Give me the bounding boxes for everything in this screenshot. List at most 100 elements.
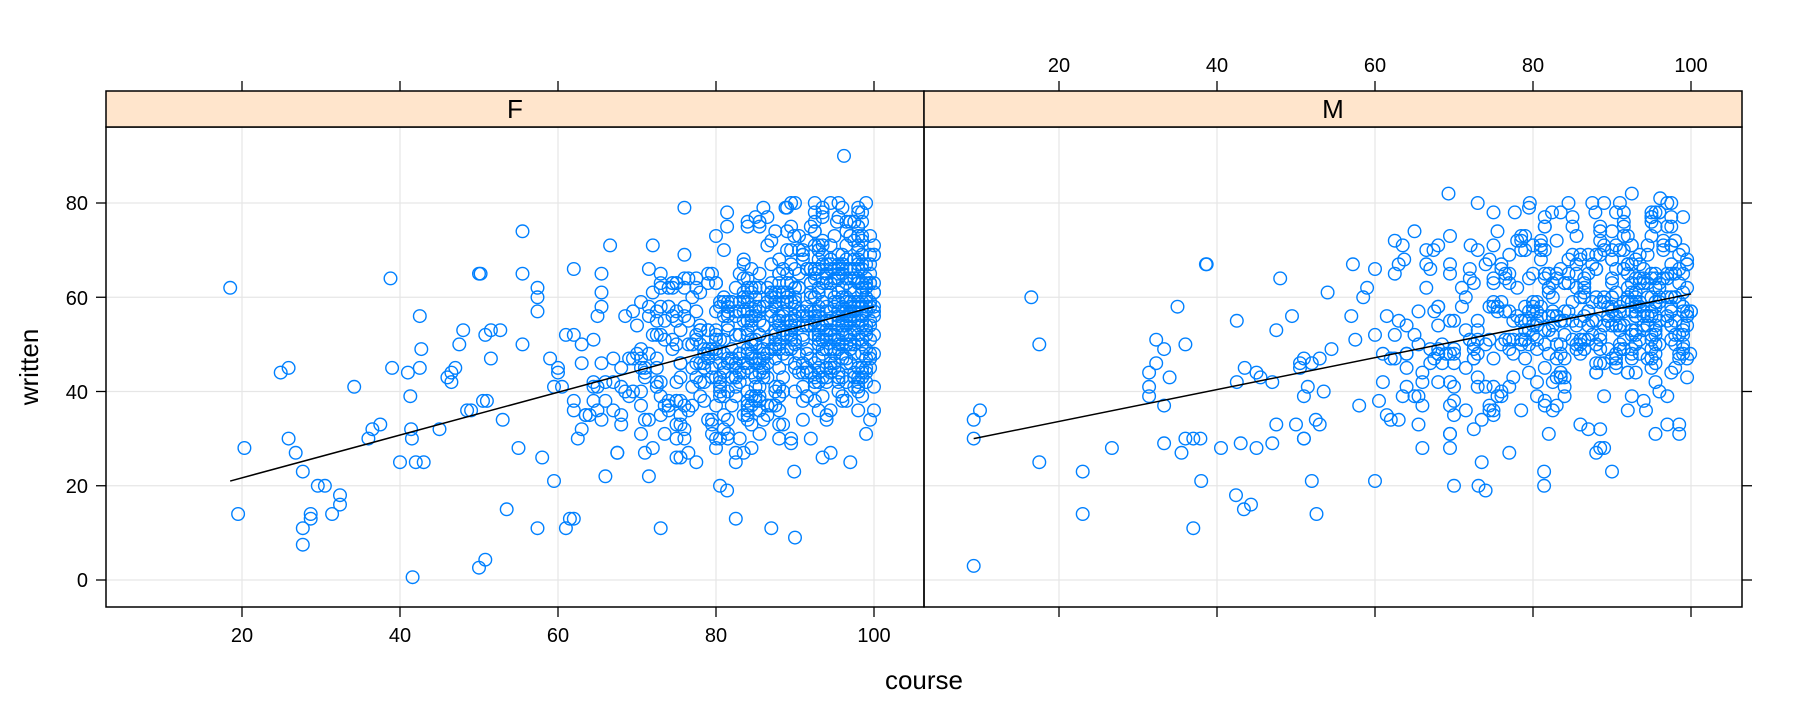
data-point <box>863 257 878 272</box>
data-point <box>1514 228 1529 243</box>
data-point <box>1549 351 1564 366</box>
data-point <box>551 365 566 380</box>
x-tick-label: 60 <box>1364 55 1386 77</box>
data-point <box>1664 304 1679 319</box>
data-point <box>1608 346 1623 361</box>
data-point <box>839 276 854 291</box>
x-tick-label: 40 <box>389 625 411 647</box>
data-point <box>847 233 862 248</box>
data-point <box>1529 332 1544 347</box>
data-point <box>586 375 601 390</box>
data-point <box>740 271 755 286</box>
data-point <box>1533 233 1548 248</box>
data-point <box>1664 210 1679 225</box>
data-point <box>657 332 672 347</box>
data-point <box>1660 313 1675 328</box>
data-point <box>803 285 818 300</box>
data-point <box>1494 337 1509 352</box>
data-point <box>855 370 870 385</box>
data-point <box>1435 356 1450 371</box>
data-point <box>1668 337 1683 352</box>
data-point <box>716 365 731 380</box>
data-point <box>281 431 296 446</box>
data-point <box>1419 243 1434 258</box>
data-point <box>764 233 779 248</box>
data-point <box>784 195 799 210</box>
data-point <box>1470 243 1485 258</box>
data-point <box>1514 337 1529 352</box>
data-point <box>839 351 854 366</box>
data-point <box>720 299 735 314</box>
data-point <box>1565 332 1580 347</box>
data-point <box>736 271 751 286</box>
data-point <box>847 252 862 267</box>
data-point <box>760 408 775 423</box>
data-point <box>1423 342 1438 357</box>
data-point <box>645 285 660 300</box>
data-point <box>1604 299 1619 314</box>
data-point <box>839 304 854 319</box>
data-point <box>1502 445 1517 460</box>
data-point <box>863 228 878 243</box>
data-point <box>1521 337 1536 352</box>
data-point <box>618 384 633 399</box>
data-point <box>847 271 862 286</box>
data-point <box>1644 342 1659 357</box>
data-point <box>728 360 743 375</box>
data-point <box>780 290 795 305</box>
data-point <box>768 299 783 314</box>
data-point <box>1387 233 1402 248</box>
data-point <box>1514 332 1529 347</box>
data-point <box>1510 280 1525 295</box>
data-point <box>1462 262 1477 277</box>
data-point <box>653 521 668 536</box>
data-point <box>843 332 858 347</box>
data-point <box>819 375 834 390</box>
data-point <box>1490 299 1505 314</box>
data-point <box>1628 337 1643 352</box>
data-point <box>847 370 862 385</box>
data-point <box>780 295 795 310</box>
data-point <box>736 445 751 460</box>
data-point <box>1604 271 1619 286</box>
data-point <box>677 422 692 437</box>
x-axis-top-labels: 20 40 60 80 100 <box>1048 55 1708 77</box>
data-point <box>851 271 866 286</box>
data-point <box>499 502 514 517</box>
x-tick-label: 20 <box>231 625 253 647</box>
data-point <box>1569 318 1584 333</box>
data-point <box>1604 351 1619 366</box>
data-point <box>835 370 850 385</box>
data-point <box>1652 313 1667 328</box>
data-point <box>966 412 981 427</box>
data-point <box>716 295 731 310</box>
data-point <box>811 285 826 300</box>
data-point <box>649 327 664 342</box>
data-point <box>807 290 822 305</box>
data-point <box>1648 266 1663 281</box>
data-point <box>847 295 862 310</box>
data-point <box>653 389 668 404</box>
data-point <box>1502 332 1517 347</box>
data-point <box>776 370 791 385</box>
data-point <box>1565 247 1580 262</box>
data-point <box>744 332 759 347</box>
data-point <box>1557 351 1572 366</box>
data-point <box>728 304 743 319</box>
data-point <box>681 271 696 286</box>
data-point <box>764 285 779 300</box>
data-point <box>847 313 862 328</box>
data-point <box>795 327 810 342</box>
data-point <box>1636 323 1651 338</box>
data-point <box>1636 276 1651 291</box>
data-point <box>1537 271 1552 286</box>
data-point <box>713 478 728 493</box>
data-point <box>653 276 668 291</box>
data-point <box>795 309 810 324</box>
data-point <box>776 346 791 361</box>
x-tick-label: 100 <box>1674 55 1707 77</box>
data-point <box>1466 351 1481 366</box>
data-point <box>493 323 508 338</box>
data-point <box>1494 389 1509 404</box>
x-tick-label: 60 <box>547 625 569 647</box>
